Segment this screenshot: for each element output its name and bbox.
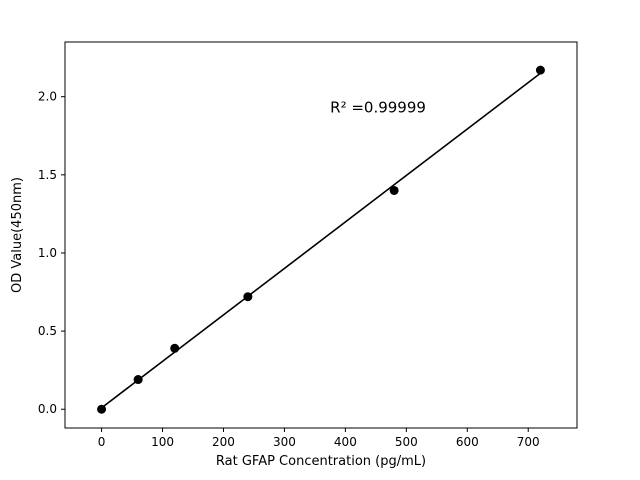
x-tick-label: 300	[273, 435, 296, 449]
y-tick-label: 0.5	[38, 324, 57, 338]
x-tick-label: 400	[334, 435, 357, 449]
data-point	[389, 185, 399, 195]
x-tick-label: 0	[98, 435, 106, 449]
x-tick-label: 200	[212, 435, 235, 449]
x-axis-label: Rat GFAP Concentration (pg/mL)	[216, 454, 426, 469]
y-tick-label: 1.5	[38, 168, 57, 182]
y-tick-label: 1.0	[38, 246, 57, 260]
y-tick-label: 2.0	[38, 90, 57, 104]
data-point	[170, 343, 180, 353]
plot-frame	[64, 41, 578, 429]
data-point	[243, 292, 253, 302]
x-tick-label: 700	[517, 435, 540, 449]
data-point	[97, 404, 107, 414]
x-tick-label: 600	[456, 435, 479, 449]
data-point	[133, 375, 143, 385]
x-tick-label: 500	[395, 435, 418, 449]
x-tick-label: 100	[151, 435, 174, 449]
y-tick-label: 0.0	[38, 402, 57, 416]
y-axis-label: OD Value(450nm)	[10, 177, 25, 293]
data-point	[535, 65, 545, 75]
r-squared-annotation: R² =0.99999	[330, 98, 426, 116]
